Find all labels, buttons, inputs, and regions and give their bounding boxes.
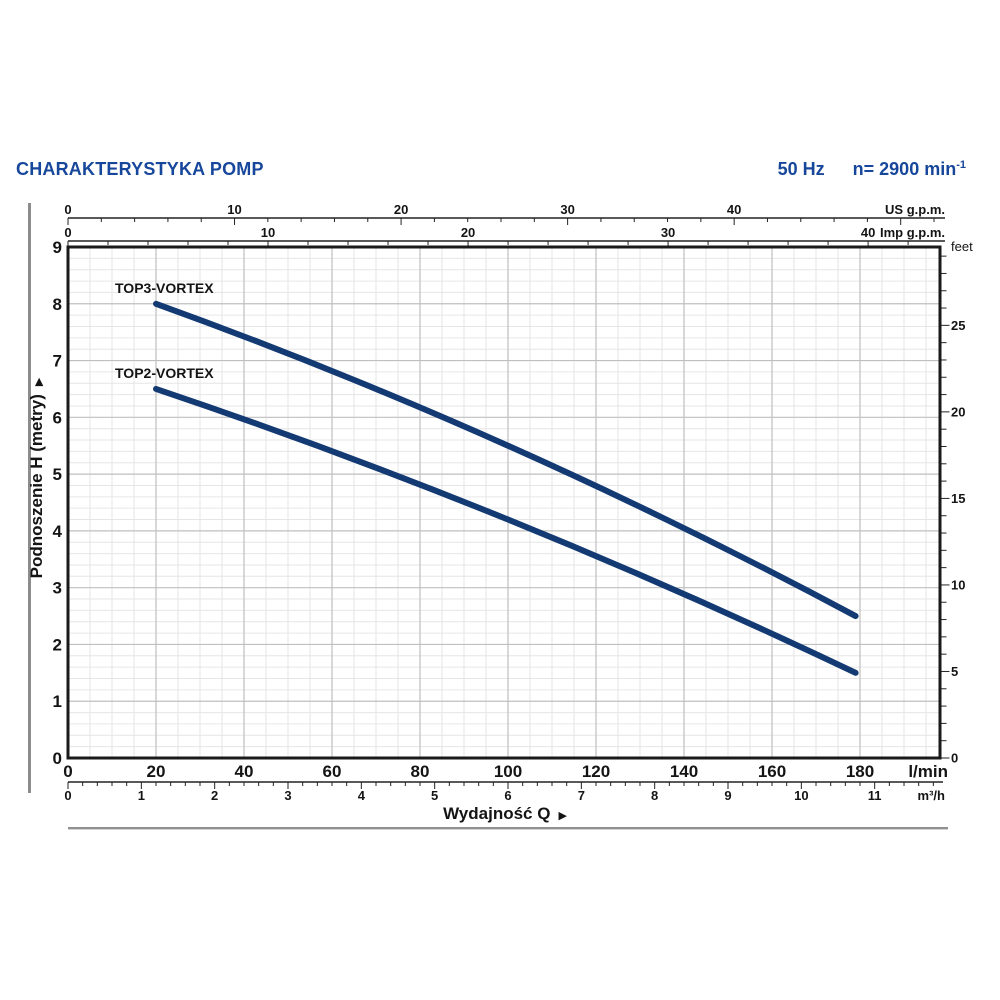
grid-minor: [68, 247, 940, 758]
lmin-axis-labels: 0 20 40 60 80 100 120 140 160 180 l/min: [63, 762, 948, 781]
curve-line: [153, 385, 859, 676]
svg-text:7: 7: [53, 352, 62, 371]
svg-text:10: 10: [794, 788, 808, 803]
svg-text:15: 15: [951, 491, 965, 506]
svg-text:40: 40: [235, 762, 254, 781]
svg-text:140: 140: [670, 762, 698, 781]
svg-text:0: 0: [951, 751, 958, 766]
svg-text:30: 30: [560, 202, 574, 217]
svg-text:m³/h: m³/h: [918, 788, 946, 803]
curve-line: [153, 300, 859, 620]
svg-text:60: 60: [323, 762, 342, 781]
svg-text:l/min: l/min: [908, 762, 948, 781]
curve-top2-vortex: TOP2-VORTEX: [115, 365, 859, 676]
axis-titles: Wydajność Q ▶ Podnoszenie H (metry)▶: [27, 377, 567, 823]
series-label: TOP2-VORTEX: [115, 365, 214, 381]
margin-rules: [28, 203, 948, 830]
svg-text:8: 8: [53, 295, 62, 314]
svg-text:120: 120: [582, 762, 610, 781]
series-label: TOP3-VORTEX: [115, 280, 214, 296]
frequency-label: 50 Hz: [777, 159, 825, 179]
svg-text:11: 11: [868, 788, 882, 803]
left-margin-rule: [28, 203, 31, 793]
svg-text:0: 0: [53, 749, 62, 768]
svg-text:feet: feet: [951, 239, 973, 254]
svg-text:20: 20: [951, 404, 965, 419]
svg-text:5: 5: [53, 465, 62, 484]
svg-text:8: 8: [651, 788, 658, 803]
grid-major: [68, 247, 940, 758]
svg-text:40: 40: [861, 225, 875, 240]
svg-text:1: 1: [53, 692, 62, 711]
svg-text:25: 25: [951, 318, 965, 333]
svg-text:5: 5: [431, 788, 438, 803]
x-axis-title: Wydajność Q ▶: [443, 804, 567, 823]
svg-text:20: 20: [394, 202, 408, 217]
operating-conditions: 50 Hz n= 2900 min-1: [778, 159, 966, 180]
svg-text:180: 180: [846, 762, 874, 781]
svg-text:3: 3: [53, 579, 62, 598]
page-title: CHARAKTERYSTYKA POMP: [16, 159, 264, 179]
m3h-axis: 0 1 2 3 4 5 6 7 8 9 10 11 m³/h: [64, 781, 946, 803]
svg-text:2: 2: [53, 635, 62, 654]
svg-text:9: 9: [53, 238, 62, 257]
bottom-margin-rule: [68, 827, 948, 830]
svg-text:100: 100: [494, 762, 522, 781]
svg-text:10: 10: [261, 225, 275, 240]
curve-top3-vortex: TOP3-VORTEX: [115, 280, 859, 620]
svg-text:6: 6: [53, 408, 62, 427]
svg-text:6: 6: [504, 788, 511, 803]
speed-label: n= 2900 min-1: [852, 159, 966, 179]
svg-text:1: 1: [138, 788, 145, 803]
imp-gpm-axis: 0 10 20 30 40 Imp g.p.m.: [64, 225, 945, 248]
svg-text:10: 10: [227, 202, 241, 217]
svg-text:160: 160: [758, 762, 786, 781]
svg-text:20: 20: [147, 762, 166, 781]
svg-text:US g.p.m.: US g.p.m.: [885, 202, 945, 217]
us-gpm-axis: 0 10 20 30 40 US g.p.m.: [64, 202, 945, 225]
svg-text:4: 4: [53, 522, 63, 541]
svg-text:0: 0: [64, 788, 71, 803]
svg-text:7: 7: [578, 788, 585, 803]
svg-text:0: 0: [64, 202, 71, 217]
svg-text:20: 20: [461, 225, 475, 240]
svg-text:4: 4: [358, 788, 366, 803]
svg-text:3: 3: [284, 788, 291, 803]
svg-text:0: 0: [64, 225, 71, 240]
svg-text:Imp g.p.m.: Imp g.p.m.: [880, 225, 945, 240]
y-axis-title: Podnoszenie H (metry)▶: [27, 377, 46, 578]
svg-text:2: 2: [211, 788, 218, 803]
svg-text:9: 9: [724, 788, 731, 803]
feet-axis: 0 5 10 15 20 25 feet: [941, 239, 973, 766]
svg-text:40: 40: [727, 202, 741, 217]
metry-axis-labels: 0 1 2 3 4 5 6 7 8 9: [53, 238, 63, 768]
svg-text:0: 0: [63, 762, 72, 781]
svg-text:5: 5: [951, 664, 958, 679]
svg-text:80: 80: [411, 762, 430, 781]
plot-frame: [66, 245, 942, 760]
svg-text:30: 30: [661, 225, 675, 240]
svg-text:10: 10: [951, 577, 965, 592]
